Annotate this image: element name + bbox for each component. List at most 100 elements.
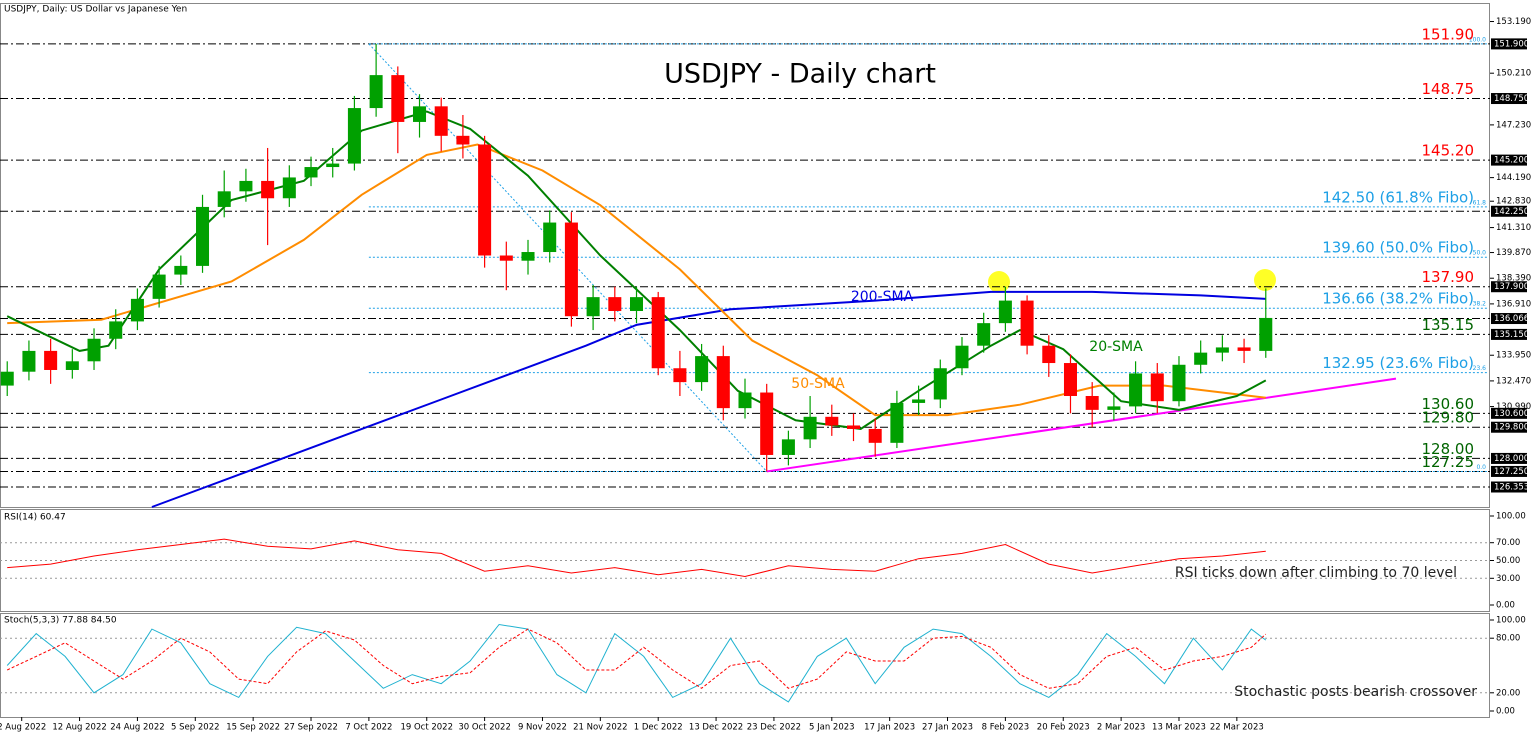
y-tick-label: 150.210 <box>1496 69 1531 79</box>
candle-body <box>695 356 709 383</box>
candle-body <box>868 428 882 443</box>
candle-body <box>890 402 904 443</box>
candle-body <box>261 180 275 199</box>
candle-body <box>977 323 991 346</box>
fibo-level-label: 50.0 <box>1473 250 1487 257</box>
moving-average <box>151 290 1266 508</box>
candle-body <box>1172 364 1186 402</box>
candle-body <box>0 371 14 386</box>
indicator-line <box>7 538 1266 578</box>
candle-body <box>1259 317 1273 351</box>
y-tick-label: 139.870 <box>1496 248 1531 258</box>
candle-body <box>1129 373 1143 407</box>
x-tick-label: 22 Mar 2023 <box>1210 723 1264 733</box>
y-tick-label: 141.310 <box>1496 223 1531 233</box>
candle-body <box>846 425 861 429</box>
x-tick-label: 15 Sep 2022 <box>226 723 280 733</box>
candle-body <box>543 222 557 253</box>
candle-body <box>152 274 166 299</box>
candle-body <box>586 297 600 317</box>
price-label: 135.150 <box>1494 330 1529 340</box>
candle-body <box>912 399 926 403</box>
stoch-title: Stoch(5,3,3) 77.88 84.50 <box>4 616 117 626</box>
y-tick-label: 50.00 <box>1496 556 1520 566</box>
candle-body <box>781 439 795 455</box>
candle-body <box>1150 373 1164 402</box>
level-label: 136.66 (38.2% Fibo) <box>1322 290 1474 308</box>
y-tick-label: 30.00 <box>1496 574 1520 584</box>
moving-average <box>7 143 1266 417</box>
candle-body <box>521 252 535 261</box>
price-label: 127.250 <box>1494 467 1529 477</box>
highlight-circle <box>988 271 1010 293</box>
level-label: 127.25 <box>1422 453 1475 471</box>
y-tick-label: 136.910 <box>1496 299 1531 309</box>
y-tick-label: 132.470 <box>1496 376 1531 386</box>
x-tick-label: 2 Aug 2022 <box>0 723 46 733</box>
candle-body <box>347 108 361 164</box>
trend-line <box>766 377 1397 473</box>
y-tick-label: 20.00 <box>1496 688 1520 698</box>
price-label: 148.750 <box>1494 94 1529 104</box>
candle-body <box>326 163 340 168</box>
candle-body <box>651 297 665 369</box>
price-label-box <box>1491 481 1527 493</box>
level-label: 130.60 <box>1422 395 1475 413</box>
fibo-level-label: 23.6 <box>1473 365 1487 372</box>
level-label: 129.80 <box>1422 409 1475 427</box>
candle-body <box>196 206 210 266</box>
stoch-panel-frame <box>0 613 1490 718</box>
y-tick-label: 0.00 <box>1496 601 1515 611</box>
price-label: 145.200 <box>1494 156 1529 166</box>
price-label-box <box>1491 93 1527 105</box>
candle-body <box>217 191 231 207</box>
candle-body <box>1237 347 1251 351</box>
price-label: 128.000 <box>1494 454 1529 464</box>
price-label-box <box>1491 452 1527 464</box>
candle-body <box>1063 363 1077 396</box>
x-tick-label: 1 Dec 2022 <box>634 723 683 733</box>
x-tick-label: 13 Mar 2023 <box>1152 723 1206 733</box>
y-tick-label: 70.00 <box>1496 538 1520 548</box>
level-label: 151.90 <box>1422 25 1475 43</box>
candle-body <box>434 106 448 136</box>
fibo-level-label: 0.0 <box>1476 464 1486 471</box>
candle-body <box>282 177 296 199</box>
highlight-circle <box>1254 269 1276 291</box>
x-tick-label: 27 Jan 2023 <box>922 723 973 733</box>
price-label: 126.353 <box>1494 483 1529 493</box>
y-tick-label: 138.390 <box>1496 274 1531 284</box>
candle-body <box>87 338 101 362</box>
candle-body <box>564 222 578 317</box>
y-tick-label: 100.00 <box>1496 616 1526 626</box>
fibo-level-label: 61.8 <box>1473 199 1487 206</box>
candle-body <box>825 416 839 426</box>
main-panel-frame <box>0 3 1490 508</box>
y-tick-label: 153.190 <box>1496 17 1531 27</box>
candle-body <box>629 297 644 312</box>
candle-body <box>130 298 144 322</box>
x-tick-label: 30 Oct 2022 <box>458 723 511 733</box>
x-tick-label: 21 Nov 2022 <box>573 723 627 733</box>
y-tick-label: 0.00 <box>1496 707 1515 717</box>
candle-body <box>1042 345 1056 364</box>
price-label-box <box>1491 154 1527 166</box>
indicator-line <box>6 623 1267 703</box>
plot-layer <box>0 21 1527 721</box>
candle-body <box>413 106 427 122</box>
candle-body <box>239 180 253 192</box>
candle-body <box>998 300 1012 324</box>
candle-body <box>1020 300 1034 346</box>
chart-subtitle: USDJPY - Daily chart <box>664 59 936 90</box>
level-label: 139.60 (50.0% Fibo) <box>1322 239 1474 257</box>
candle-body <box>109 321 123 339</box>
candle-body <box>933 368 947 400</box>
candle-body <box>738 392 752 409</box>
candle-body <box>673 368 687 383</box>
price-label-box <box>1491 281 1527 293</box>
candle-body <box>1085 395 1099 410</box>
fibo-level-label: 38.2 <box>1473 301 1487 308</box>
candle-body <box>1194 352 1208 365</box>
rsi-title: RSI(14) 60.47 <box>4 513 66 523</box>
